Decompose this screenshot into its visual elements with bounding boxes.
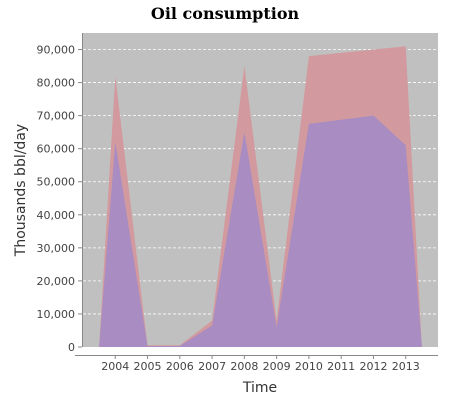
area-series-2 [99,115,422,347]
x-tick-label: 2007 [198,360,226,373]
y-tick-label: 60,000 [37,143,76,156]
series-layer [99,46,422,347]
x-tick-label: 2006 [166,360,194,373]
x-tick-label: 2013 [392,360,420,373]
y-tick-label: 70,000 [37,110,76,123]
y-tick-label: 10,000 [37,308,76,321]
x-tick-label: 2011 [327,360,355,373]
y-tick-label: 30,000 [37,242,76,255]
y-axis-label: Thousands bbl/day [13,124,29,257]
x-axis-label: Time [242,380,277,396]
y-tick-label: 80,000 [37,77,76,90]
chart-title: Oil consumption [151,4,300,23]
x-axis-ticks: 2004 2005 2006 2007 2008 2009 2010 2011 2012 2013 [101,355,420,373]
axes [75,33,438,356]
x-tick-label: 2009 [263,360,291,373]
x-tick-label: 2012 [359,360,387,373]
y-tick-label: 40,000 [37,209,76,222]
y-tick-label: 50,000 [37,176,76,189]
y-tick-label: 0 [68,341,75,354]
y-axis-ticks: 0 10,000 20,000 30,000 40,000 50,000 60,000 70,… [37,44,82,354]
y-tick-label: 20,000 [37,275,76,288]
x-tick-label: 2008 [230,360,258,373]
x-tick-label: 2010 [295,360,323,373]
y-tick-label: 90,000 [37,44,76,57]
x-tick-label: 2004 [101,360,129,373]
x-tick-label: 2005 [134,360,162,373]
